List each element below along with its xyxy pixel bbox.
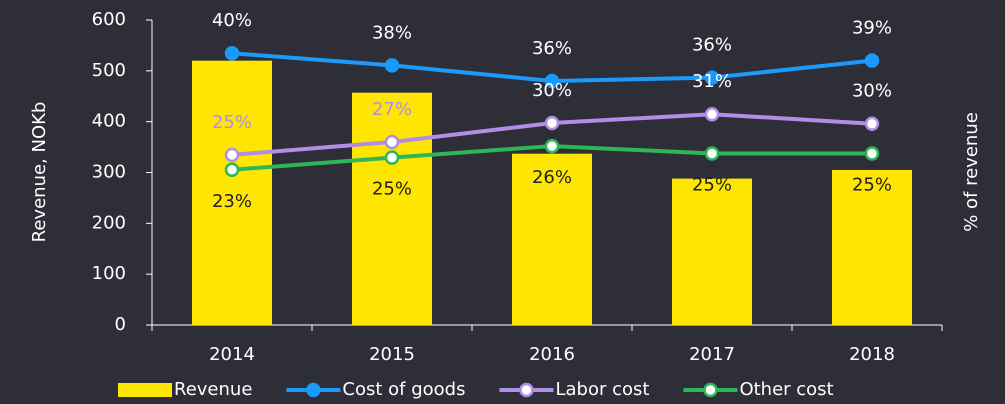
y-tick-label: 500 (92, 60, 126, 81)
legend-label: Cost of goods (342, 379, 465, 400)
bar (192, 60, 272, 326)
legend-label: Revenue (174, 379, 252, 400)
bar (352, 92, 432, 325)
y-tick-label: 200 (92, 212, 126, 233)
marker (224, 162, 240, 178)
y-tick-label: 400 (92, 111, 126, 132)
legend-swatch (118, 383, 172, 397)
data-label: 25% (852, 175, 892, 196)
data-label: 26% (532, 167, 572, 188)
y-tick-label: 300 (92, 162, 126, 183)
data-label: 36% (692, 35, 732, 56)
data-label: 30% (532, 80, 572, 101)
x-tick-label: 2016 (529, 344, 575, 365)
bar (512, 153, 592, 325)
marker (544, 138, 560, 154)
data-label: 30% (852, 81, 892, 102)
marker (704, 106, 720, 122)
data-label: 25% (372, 179, 412, 200)
data-label: 40% (212, 10, 252, 31)
y-tick-label: 0 (115, 314, 126, 335)
bar (832, 169, 912, 325)
y-tick-label: 100 (92, 263, 126, 284)
x-tick-label: 2017 (689, 344, 735, 365)
marker (864, 116, 880, 131)
legend-marker (519, 382, 534, 398)
marker (224, 45, 240, 61)
marker (384, 58, 400, 73)
legend-marker (703, 382, 718, 398)
marker (864, 53, 880, 68)
legend-marker (306, 382, 321, 398)
data-label: 25% (212, 112, 252, 133)
y-tick-label: 600 (92, 9, 126, 30)
data-label: 25% (692, 175, 732, 196)
data-label: 31% (692, 71, 732, 92)
data-label: 39% (852, 18, 892, 39)
legend-label: Labor cost (555, 379, 649, 400)
marker (704, 146, 720, 161)
x-tick-label: 2018 (849, 344, 895, 365)
data-label: 27% (372, 99, 412, 120)
y-axis-label: Revenue, NOKb (29, 102, 50, 243)
data-label: 38% (372, 22, 412, 43)
marker (864, 146, 880, 161)
marker (544, 115, 560, 131)
y2-axis-label: % of revenue (961, 112, 982, 232)
data-label: 23% (212, 191, 252, 212)
legend-label: Other cost (739, 379, 833, 400)
x-tick-label: 2014 (209, 344, 255, 365)
marker (544, 73, 560, 89)
marker (704, 70, 720, 85)
marker (384, 134, 400, 150)
marker (384, 150, 400, 165)
x-tick-label: 2015 (369, 344, 415, 365)
data-label: 36% (532, 38, 572, 59)
bar (672, 178, 752, 325)
marker (224, 147, 240, 163)
